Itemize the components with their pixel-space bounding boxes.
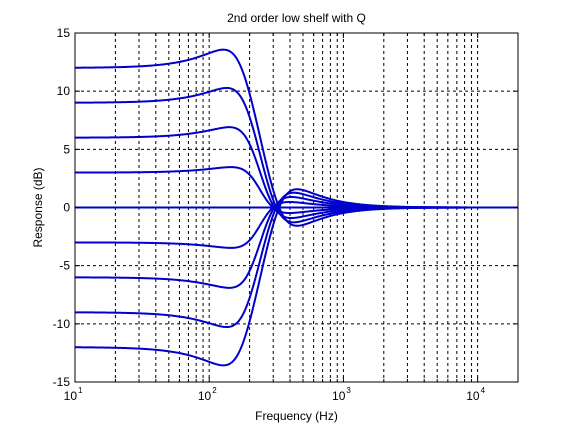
y-tick-label: -5 <box>59 259 70 273</box>
chart-title: 2nd order low shelf with Q <box>227 11 366 25</box>
y-tick-label: 0 <box>63 201 70 215</box>
y-tick-label: 5 <box>63 142 70 156</box>
x-tick-label: 10 4 <box>466 386 485 403</box>
y-tick-label: -15 <box>53 375 71 389</box>
x-tick-label-exp: 4 <box>481 386 486 395</box>
x-tick-label: 10 1 <box>64 386 83 403</box>
ticks <box>75 32 518 383</box>
x-tick-label: 10 2 <box>198 386 217 403</box>
x-axis-label: Frequency (Hz) <box>255 409 338 423</box>
y-tick-label: 15 <box>57 26 71 40</box>
series-group <box>74 48 518 367</box>
x-tick-label-base: 10 <box>466 389 480 403</box>
x-tick-label-exp: 2 <box>212 386 217 395</box>
x-tick-label-exp: 1 <box>78 386 83 395</box>
x-tick-label: 10 3 <box>332 386 351 403</box>
y-tick-label: 10 <box>57 84 71 98</box>
x-tick-label-base: 10 <box>198 389 212 403</box>
series-line <box>74 188 518 367</box>
y-tick-label: -10 <box>53 317 71 331</box>
y-axis-label: Response (dB) <box>31 167 45 247</box>
x-tick-label-base: 10 <box>332 389 346 403</box>
x-tick-label-exp: 3 <box>346 386 351 395</box>
x-tick-label-base: 10 <box>64 389 78 403</box>
